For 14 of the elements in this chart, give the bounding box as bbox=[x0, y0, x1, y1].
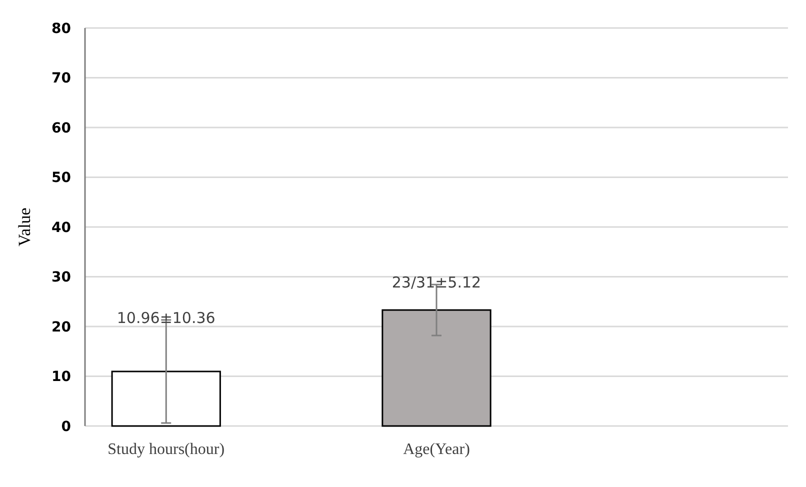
y-tick-label: 60 bbox=[52, 120, 72, 136]
x-tick-label: Study hours(hour) bbox=[108, 441, 225, 458]
y-tick-label: 20 bbox=[52, 319, 72, 336]
y-tick-label: 30 bbox=[52, 270, 72, 286]
y-axis-title: Value bbox=[15, 208, 34, 246]
y-tick-label: 50 bbox=[52, 170, 72, 186]
y-tick-label: 80 bbox=[52, 20, 72, 37]
y-tick-label: 40 bbox=[52, 220, 72, 236]
data-label: 10.96±10.36 bbox=[116, 308, 216, 327]
y-tick-label: 0 bbox=[61, 418, 72, 435]
y-tick-label: 70 bbox=[52, 70, 72, 87]
data-label: 23/31±5.12 bbox=[392, 274, 482, 292]
y-tick-label: 10 bbox=[52, 369, 72, 386]
x-tick-label: Age(Year) bbox=[403, 441, 470, 458]
